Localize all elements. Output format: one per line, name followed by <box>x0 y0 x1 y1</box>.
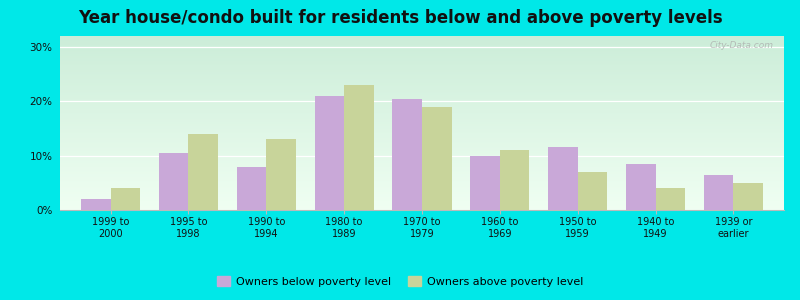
Bar <box>704 175 734 210</box>
Bar <box>578 172 607 210</box>
Bar <box>470 156 500 210</box>
Bar <box>237 167 266 210</box>
Bar <box>266 139 296 210</box>
Bar <box>81 199 110 210</box>
Bar <box>655 188 685 210</box>
Bar <box>393 98 422 210</box>
Text: Year house/condo built for residents below and above poverty levels: Year house/condo built for residents bel… <box>78 9 722 27</box>
Text: City-Data.com: City-Data.com <box>709 41 773 50</box>
Bar <box>344 85 374 210</box>
Bar <box>189 134 218 210</box>
Bar <box>734 183 763 210</box>
Legend: Owners below poverty level, Owners above poverty level: Owners below poverty level, Owners above… <box>213 272 587 291</box>
Bar <box>110 188 140 210</box>
Bar <box>422 107 451 210</box>
Bar <box>159 153 189 210</box>
Bar <box>500 150 530 210</box>
Bar <box>314 96 344 210</box>
Bar <box>548 148 578 210</box>
Bar <box>626 164 655 210</box>
